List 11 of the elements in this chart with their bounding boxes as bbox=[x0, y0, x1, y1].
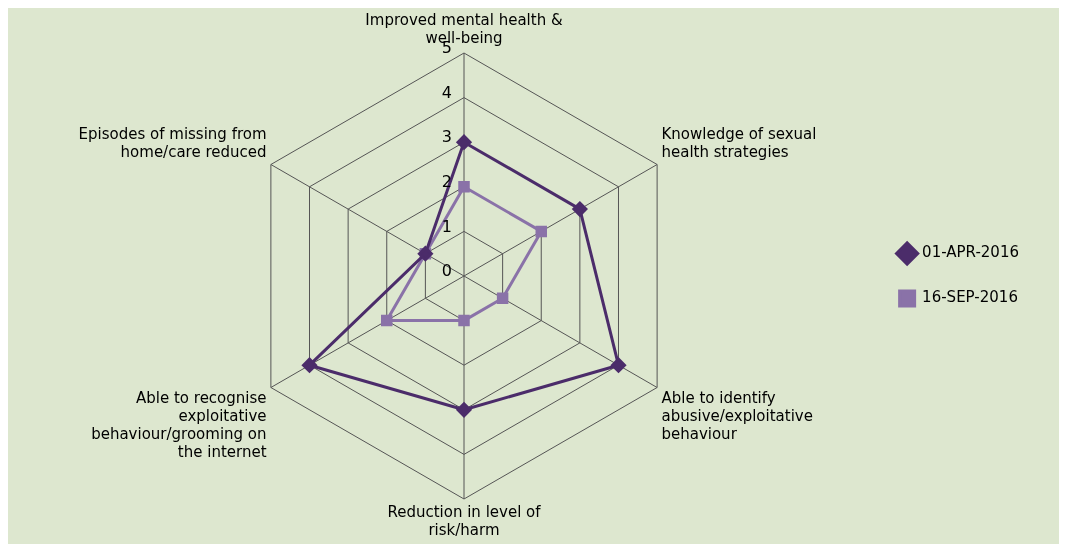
y-tick-label: 4 bbox=[441, 82, 452, 102]
y-tick-label: 0 bbox=[441, 261, 452, 281]
spoke-label: Episodes of missing from home/care reduced bbox=[78, 124, 267, 161]
spoke-label: Reduction in level of risk/harm bbox=[387, 502, 542, 539]
y-tick-label: 1 bbox=[441, 216, 452, 236]
y-tick-label: 3 bbox=[441, 127, 452, 147]
spoke-label: Able to identify abusive/exploitative behaviour bbox=[661, 388, 813, 443]
legend-label: 01-APR-2016 bbox=[922, 243, 1020, 262]
legend-label: 16-SEP-2016 bbox=[922, 288, 1018, 307]
spoke-label: Able to recognise exploitative behaviour/grooming on the internet bbox=[91, 388, 267, 461]
spoke-label: Knowledge of sexual health strategies bbox=[661, 124, 817, 161]
